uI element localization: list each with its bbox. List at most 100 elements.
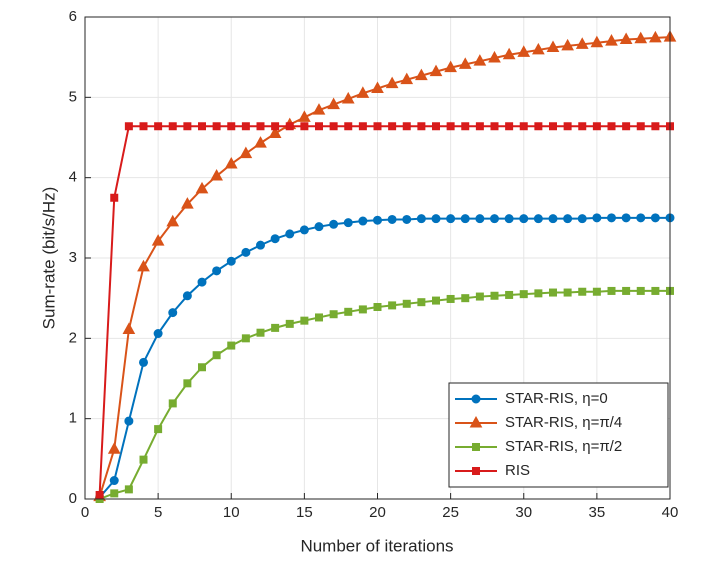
- marker: [299, 225, 309, 235]
- marker: [534, 289, 543, 298]
- marker: [469, 415, 483, 428]
- marker: [198, 122, 206, 131]
- marker: [371, 81, 384, 93]
- series-line: [98, 36, 671, 497]
- marker: [607, 286, 616, 295]
- marker: [181, 197, 194, 209]
- marker: [388, 122, 397, 131]
- marker: [153, 329, 163, 339]
- marker: [344, 122, 353, 131]
- marker: [446, 214, 456, 224]
- marker: [622, 286, 631, 295]
- marker: [592, 213, 602, 223]
- marker: [198, 363, 206, 372]
- marker: [607, 122, 616, 131]
- marker: [607, 213, 616, 223]
- marker: [578, 122, 587, 131]
- marker: [415, 68, 428, 81]
- marker: [110, 193, 119, 202]
- marker: [107, 442, 121, 454]
- marker: [519, 290, 528, 299]
- marker: [183, 379, 192, 388]
- marker: [373, 122, 382, 131]
- marker: [432, 296, 440, 305]
- marker: [519, 122, 528, 131]
- x-tick-label: 25: [442, 504, 459, 521]
- marker: [168, 308, 178, 318]
- marker: [563, 122, 572, 131]
- marker: [563, 214, 573, 224]
- x-tick-label: 10: [223, 504, 240, 521]
- marker: [314, 222, 324, 232]
- marker: [227, 341, 236, 350]
- marker: [504, 214, 514, 224]
- plot-area: [93, 30, 677, 503]
- marker: [241, 247, 251, 257]
- marker: [650, 213, 660, 223]
- marker: [122, 322, 136, 334]
- marker: [490, 291, 499, 300]
- marker: [182, 291, 192, 301]
- marker: [285, 122, 294, 131]
- marker: [197, 277, 207, 287]
- marker: [605, 34, 618, 46]
- x-tick-label: 40: [662, 504, 679, 521]
- y-tick-label: 5: [69, 88, 77, 105]
- marker: [473, 54, 487, 66]
- marker: [619, 32, 633, 44]
- y-tick-label: 1: [69, 410, 77, 427]
- marker: [166, 214, 180, 227]
- marker: [651, 122, 660, 131]
- legend-label: RIS: [505, 462, 530, 479]
- marker: [590, 35, 604, 48]
- marker: [139, 357, 148, 367]
- x-tick-label: 35: [589, 504, 606, 521]
- marker: [329, 122, 338, 131]
- y-tick-label: 0: [69, 490, 77, 507]
- marker: [460, 214, 470, 224]
- marker: [154, 425, 163, 434]
- marker: [490, 214, 499, 224]
- marker: [341, 91, 355, 104]
- marker: [592, 122, 601, 131]
- marker: [649, 30, 662, 43]
- marker: [154, 122, 163, 131]
- marker: [256, 328, 265, 337]
- marker: [343, 218, 353, 228]
- marker: [212, 351, 221, 360]
- legend-label: STAR-RIS, η=0: [505, 390, 608, 407]
- marker: [400, 72, 414, 85]
- marker: [505, 290, 514, 299]
- marker: [575, 37, 589, 49]
- marker: [517, 45, 531, 57]
- marker: [402, 122, 411, 131]
- marker: [532, 42, 545, 55]
- marker: [300, 316, 309, 325]
- marker: [475, 122, 484, 131]
- marker: [461, 122, 470, 131]
- legend-label: STAR-RIS, η=π/2: [505, 438, 622, 455]
- marker: [549, 122, 557, 131]
- marker: [124, 122, 133, 131]
- marker: [577, 214, 587, 224]
- marker: [256, 122, 265, 131]
- marker: [388, 301, 397, 310]
- marker: [475, 292, 484, 301]
- y-tick-label: 4: [69, 169, 77, 186]
- legend-label: STAR-RIS, η=π/4: [505, 414, 622, 431]
- marker: [472, 467, 480, 475]
- marker: [373, 303, 382, 312]
- marker: [124, 485, 133, 494]
- marker: [139, 122, 148, 131]
- marker: [458, 57, 472, 69]
- x-tick-label: 20: [369, 504, 386, 521]
- marker: [471, 394, 481, 404]
- x-tick-label: 15: [296, 504, 313, 521]
- y-axis-label: Sum-rate (bit/s/Hz): [39, 187, 58, 330]
- legend: STAR-RIS, η=0 STAR-RIS, η=π/4 STAR-RIS, η=…: [448, 382, 669, 488]
- marker: [358, 216, 368, 226]
- x-tick-label: 0: [81, 504, 89, 521]
- series-line: [98, 125, 670, 496]
- marker: [271, 122, 280, 131]
